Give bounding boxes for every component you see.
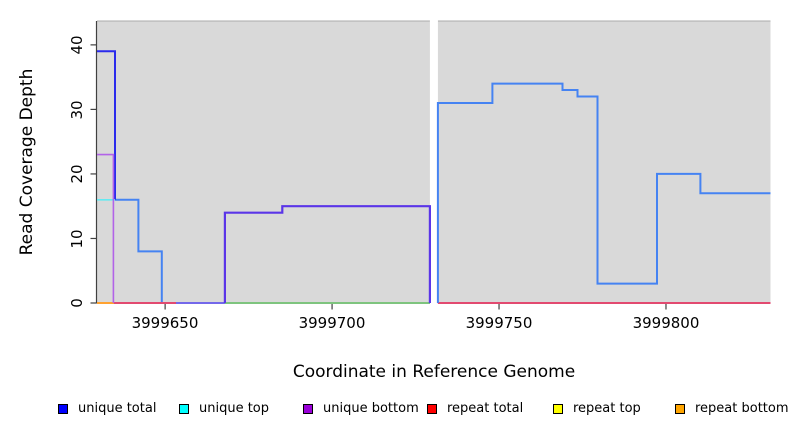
legend-item-unique-top: unique top bbox=[179, 401, 269, 416]
legend-label: repeat total bbox=[447, 401, 524, 416]
series-unique-bottom-mid-line bbox=[223, 205, 431, 303]
unique-top-swatch-icon bbox=[179, 403, 189, 414]
x-tick-label: 3999750 bbox=[465, 314, 533, 332]
legend-item-repeat-total: repeat total bbox=[427, 401, 523, 416]
series-unique-total-left-peak-line bbox=[97, 50, 116, 200]
x-tick-label: 3999800 bbox=[632, 314, 700, 332]
legend-label: repeat bottom bbox=[695, 401, 789, 416]
y-tick-label: 20 bbox=[68, 164, 86, 184]
repeat-top-swatch-icon bbox=[553, 403, 563, 414]
legend-item-repeat-top: repeat top bbox=[553, 401, 641, 416]
x-tick-label: 3999700 bbox=[298, 314, 366, 332]
series-unique-bottom-left-line bbox=[97, 153, 115, 303]
legend-label: unique top bbox=[199, 401, 270, 416]
legend-label: repeat top bbox=[573, 401, 641, 416]
repeat-bottom-swatch-icon bbox=[675, 403, 685, 414]
y-axis-title: Read Coverage Depth bbox=[17, 68, 37, 256]
y-tick-label: 40 bbox=[68, 35, 86, 55]
legend-label: unique bottom bbox=[323, 401, 419, 416]
y-tick-label: 10 bbox=[68, 228, 86, 249]
repeat-total-swatch-icon bbox=[427, 403, 437, 414]
x-tick-label: 3999650 bbox=[131, 314, 199, 332]
unique-total-swatch-icon bbox=[58, 403, 68, 414]
legend-item-unique-bottom: unique bottom bbox=[303, 401, 419, 416]
legend-item-unique-total: unique total bbox=[58, 401, 156, 416]
legend-label: unique total bbox=[78, 401, 157, 416]
x-axis-title: Coordinate in Reference Genome bbox=[292, 362, 576, 382]
y-tick-label: 0 bbox=[68, 298, 86, 308]
no-data-gap bbox=[429, 20, 438, 304]
y-tick-label: 30 bbox=[68, 99, 86, 120]
series-unique-total-right-line bbox=[436, 82, 771, 303]
unique-bottom-swatch-icon bbox=[303, 403, 313, 414]
legend-item-repeat-bottom: repeat bottom bbox=[675, 401, 789, 416]
